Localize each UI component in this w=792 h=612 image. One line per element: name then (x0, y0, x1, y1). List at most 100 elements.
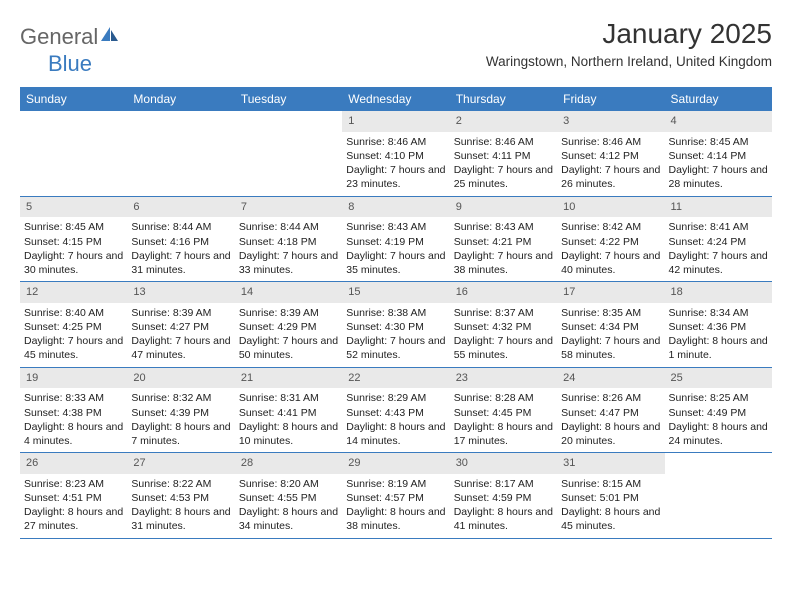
brand-logo: General (20, 18, 120, 50)
sunrise-text: Sunrise: 8:26 AM (561, 391, 660, 405)
day-header-sat: Saturday (665, 87, 772, 111)
daylight-text: Daylight: 8 hours and 7 minutes. (131, 420, 230, 448)
day-cell: 3Sunrise: 8:46 AMSunset: 4:12 PMDaylight… (557, 111, 664, 196)
sunrise-text: Sunrise: 8:19 AM (346, 477, 445, 491)
brand-sail-icon (100, 26, 120, 49)
day-number: 8 (342, 197, 449, 218)
day-cell: 25Sunrise: 8:25 AMSunset: 4:49 PMDayligh… (665, 368, 772, 453)
week-row: 5Sunrise: 8:45 AMSunset: 4:15 PMDaylight… (20, 197, 772, 283)
day-cell: 31 Sunrise: 8:15 AMSunset: 5:01 PMDayligh… (557, 453, 664, 538)
day-header-mon: Monday (127, 87, 234, 111)
day-number: 23 (450, 368, 557, 389)
sunrise-text: Sunrise: 8:39 AM (239, 306, 338, 320)
sunrise-text: Sunrise: 8:20 AM (239, 477, 338, 491)
sunrise-text: Sunrise: 8:46 AM (346, 135, 445, 149)
day-number (127, 111, 234, 132)
month-title: January 2025 (486, 18, 772, 50)
day-number: 31 (557, 453, 664, 474)
day-cell: 23Sunrise: 8:28 AMSunset: 4:45 PMDayligh… (450, 368, 557, 453)
day-number: 21 (235, 368, 342, 389)
day-body: Sunrise: 8:40 AMSunset: 4:25 PMDaylight:… (20, 306, 127, 363)
daylight-text: Daylight: 8 hours and 14 minutes. (346, 420, 445, 448)
daylight-text: Daylight: 8 hours and 24 minutes. (669, 420, 768, 448)
day-number: 4 (665, 111, 772, 132)
daylight-text: Daylight: 8 hours and 10 minutes. (239, 420, 338, 448)
day-cell: 7Sunrise: 8:44 AMSunset: 4:18 PMDaylight… (235, 197, 342, 282)
sunrise-text: Sunrise: 8:17 AM (454, 477, 553, 491)
daylight-text: Daylight: 7 hours and 30 minutes. (24, 249, 123, 277)
sunrise-text: Sunrise: 8:37 AM (454, 306, 553, 320)
day-body: Sunrise: 8:23 AMSunset: 4:51 PMDaylight:… (20, 477, 127, 534)
sunrise-text: Sunrise: 8:15 AM (561, 477, 660, 491)
sunset-text: Sunset: 4:38 PM (24, 406, 123, 420)
day-number: 10 (557, 197, 664, 218)
day-number (235, 111, 342, 132)
daylight-text: Daylight: 7 hours and 42 minutes. (669, 249, 768, 277)
daylight-text: Daylight: 7 hours and 35 minutes. (346, 249, 445, 277)
daylight-text: Daylight: 7 hours and 58 minutes. (561, 334, 660, 362)
week-row: 26Sunrise: 8:23 AMSunset: 4:51 PMDayligh… (20, 453, 772, 539)
sunset-text: Sunset: 4:47 PM (561, 406, 660, 420)
day-body: Sunrise: 8:39 AMSunset: 4:29 PMDaylight:… (235, 306, 342, 363)
day-cell: 2Sunrise: 8:46 AMSunset: 4:11 PMDaylight… (450, 111, 557, 196)
day-number: 2 (450, 111, 557, 132)
week-row: 1Sunrise: 8:46 AMSunset: 4:10 PMDaylight… (20, 111, 772, 197)
day-body: Sunrise: 8:38 AMSunset: 4:30 PMDaylight:… (342, 306, 449, 363)
day-body: Sunrise: 8:42 AMSunset: 4:22 PMDaylight:… (557, 220, 664, 277)
sunset-text: Sunset: 4:18 PM (239, 235, 338, 249)
day-number: 5 (20, 197, 127, 218)
day-header-thu: Thursday (450, 87, 557, 111)
day-body: Sunrise: 8:45 AMSunset: 4:14 PMDaylight:… (665, 135, 772, 192)
daylight-text: Daylight: 8 hours and 27 minutes. (24, 505, 123, 533)
sunrise-text: Sunrise: 8:23 AM (24, 477, 123, 491)
daylight-text: Daylight: 7 hours and 25 minutes. (454, 163, 553, 191)
day-number: 16 (450, 282, 557, 303)
sunrise-text: Sunrise: 8:45 AM (24, 220, 123, 234)
day-number: 13 (127, 282, 234, 303)
sunset-text: Sunset: 4:15 PM (24, 235, 123, 249)
daylight-text: Daylight: 8 hours and 4 minutes. (24, 420, 123, 448)
day-number: 22 (342, 368, 449, 389)
day-cell (20, 111, 127, 196)
day-cell: 15Sunrise: 8:38 AMSunset: 4:30 PMDayligh… (342, 282, 449, 367)
day-number: 12 (20, 282, 127, 303)
day-cell: 1Sunrise: 8:46 AMSunset: 4:10 PMDaylight… (342, 111, 449, 196)
sunrise-text: Sunrise: 8:46 AM (561, 135, 660, 149)
sunset-text: Sunset: 4:49 PM (669, 406, 768, 420)
sunset-text: Sunset: 4:21 PM (454, 235, 553, 249)
day-cell: 28Sunrise: 8:20 AMSunset: 4:55 PMDayligh… (235, 453, 342, 538)
day-header-wed: Wednesday (342, 87, 449, 111)
sunset-text: Sunset: 4:19 PM (346, 235, 445, 249)
title-block: January 2025 Waringstown, Northern Irela… (486, 18, 772, 69)
sunrise-text: Sunrise: 8:44 AM (239, 220, 338, 234)
day-body: Sunrise: 8:31 AMSunset: 4:41 PMDaylight:… (235, 391, 342, 448)
day-body: Sunrise: 8:46 AMSunset: 4:10 PMDaylight:… (342, 135, 449, 192)
daylight-text: Daylight: 7 hours and 38 minutes. (454, 249, 553, 277)
day-cell: 13Sunrise: 8:39 AMSunset: 4:27 PMDayligh… (127, 282, 234, 367)
daylight-text: Daylight: 8 hours and 1 minute. (669, 334, 768, 362)
day-body: Sunrise: 8:45 AMSunset: 4:15 PMDaylight:… (20, 220, 127, 277)
sunset-text: Sunset: 4:14 PM (669, 149, 768, 163)
daylight-text: Daylight: 7 hours and 47 minutes. (131, 334, 230, 362)
sunset-text: Sunset: 5:01 PM (561, 491, 660, 505)
day-cell: 17Sunrise: 8:35 AMSunset: 4:34 PMDayligh… (557, 282, 664, 367)
day-body: Sunrise: 8:43 AMSunset: 4:19 PMDaylight:… (342, 220, 449, 277)
day-cell: 19Sunrise: 8:33 AMSunset: 4:38 PMDayligh… (20, 368, 127, 453)
day-body: Sunrise: 8:15 AMSunset: 5:01 PMDaylight:… (557, 477, 664, 534)
day-cell: 21Sunrise: 8:31 AMSunset: 4:41 PMDayligh… (235, 368, 342, 453)
brand-text-1: General (20, 24, 98, 50)
day-cell: 11Sunrise: 8:41 AMSunset: 4:24 PMDayligh… (665, 197, 772, 282)
day-body: Sunrise: 8:29 AMSunset: 4:43 PMDaylight:… (342, 391, 449, 448)
daylight-text: Daylight: 7 hours and 55 minutes. (454, 334, 553, 362)
sunrise-text: Sunrise: 8:39 AM (131, 306, 230, 320)
day-number: 25 (665, 368, 772, 389)
daylight-text: Daylight: 7 hours and 50 minutes. (239, 334, 338, 362)
day-body: Sunrise: 8:46 AMSunset: 4:12 PMDaylight:… (557, 135, 664, 192)
sunrise-text: Sunrise: 8:38 AM (346, 306, 445, 320)
daylight-text: Daylight: 7 hours and 26 minutes. (561, 163, 660, 191)
day-cell: 20Sunrise: 8:32 AMSunset: 4:39 PMDayligh… (127, 368, 234, 453)
sunrise-text: Sunrise: 8:42 AM (561, 220, 660, 234)
day-body: Sunrise: 8:44 AMSunset: 4:16 PMDaylight:… (127, 220, 234, 277)
daylight-text: Daylight: 8 hours and 38 minutes. (346, 505, 445, 533)
day-cell: 27Sunrise: 8:22 AMSunset: 4:53 PMDayligh… (127, 453, 234, 538)
